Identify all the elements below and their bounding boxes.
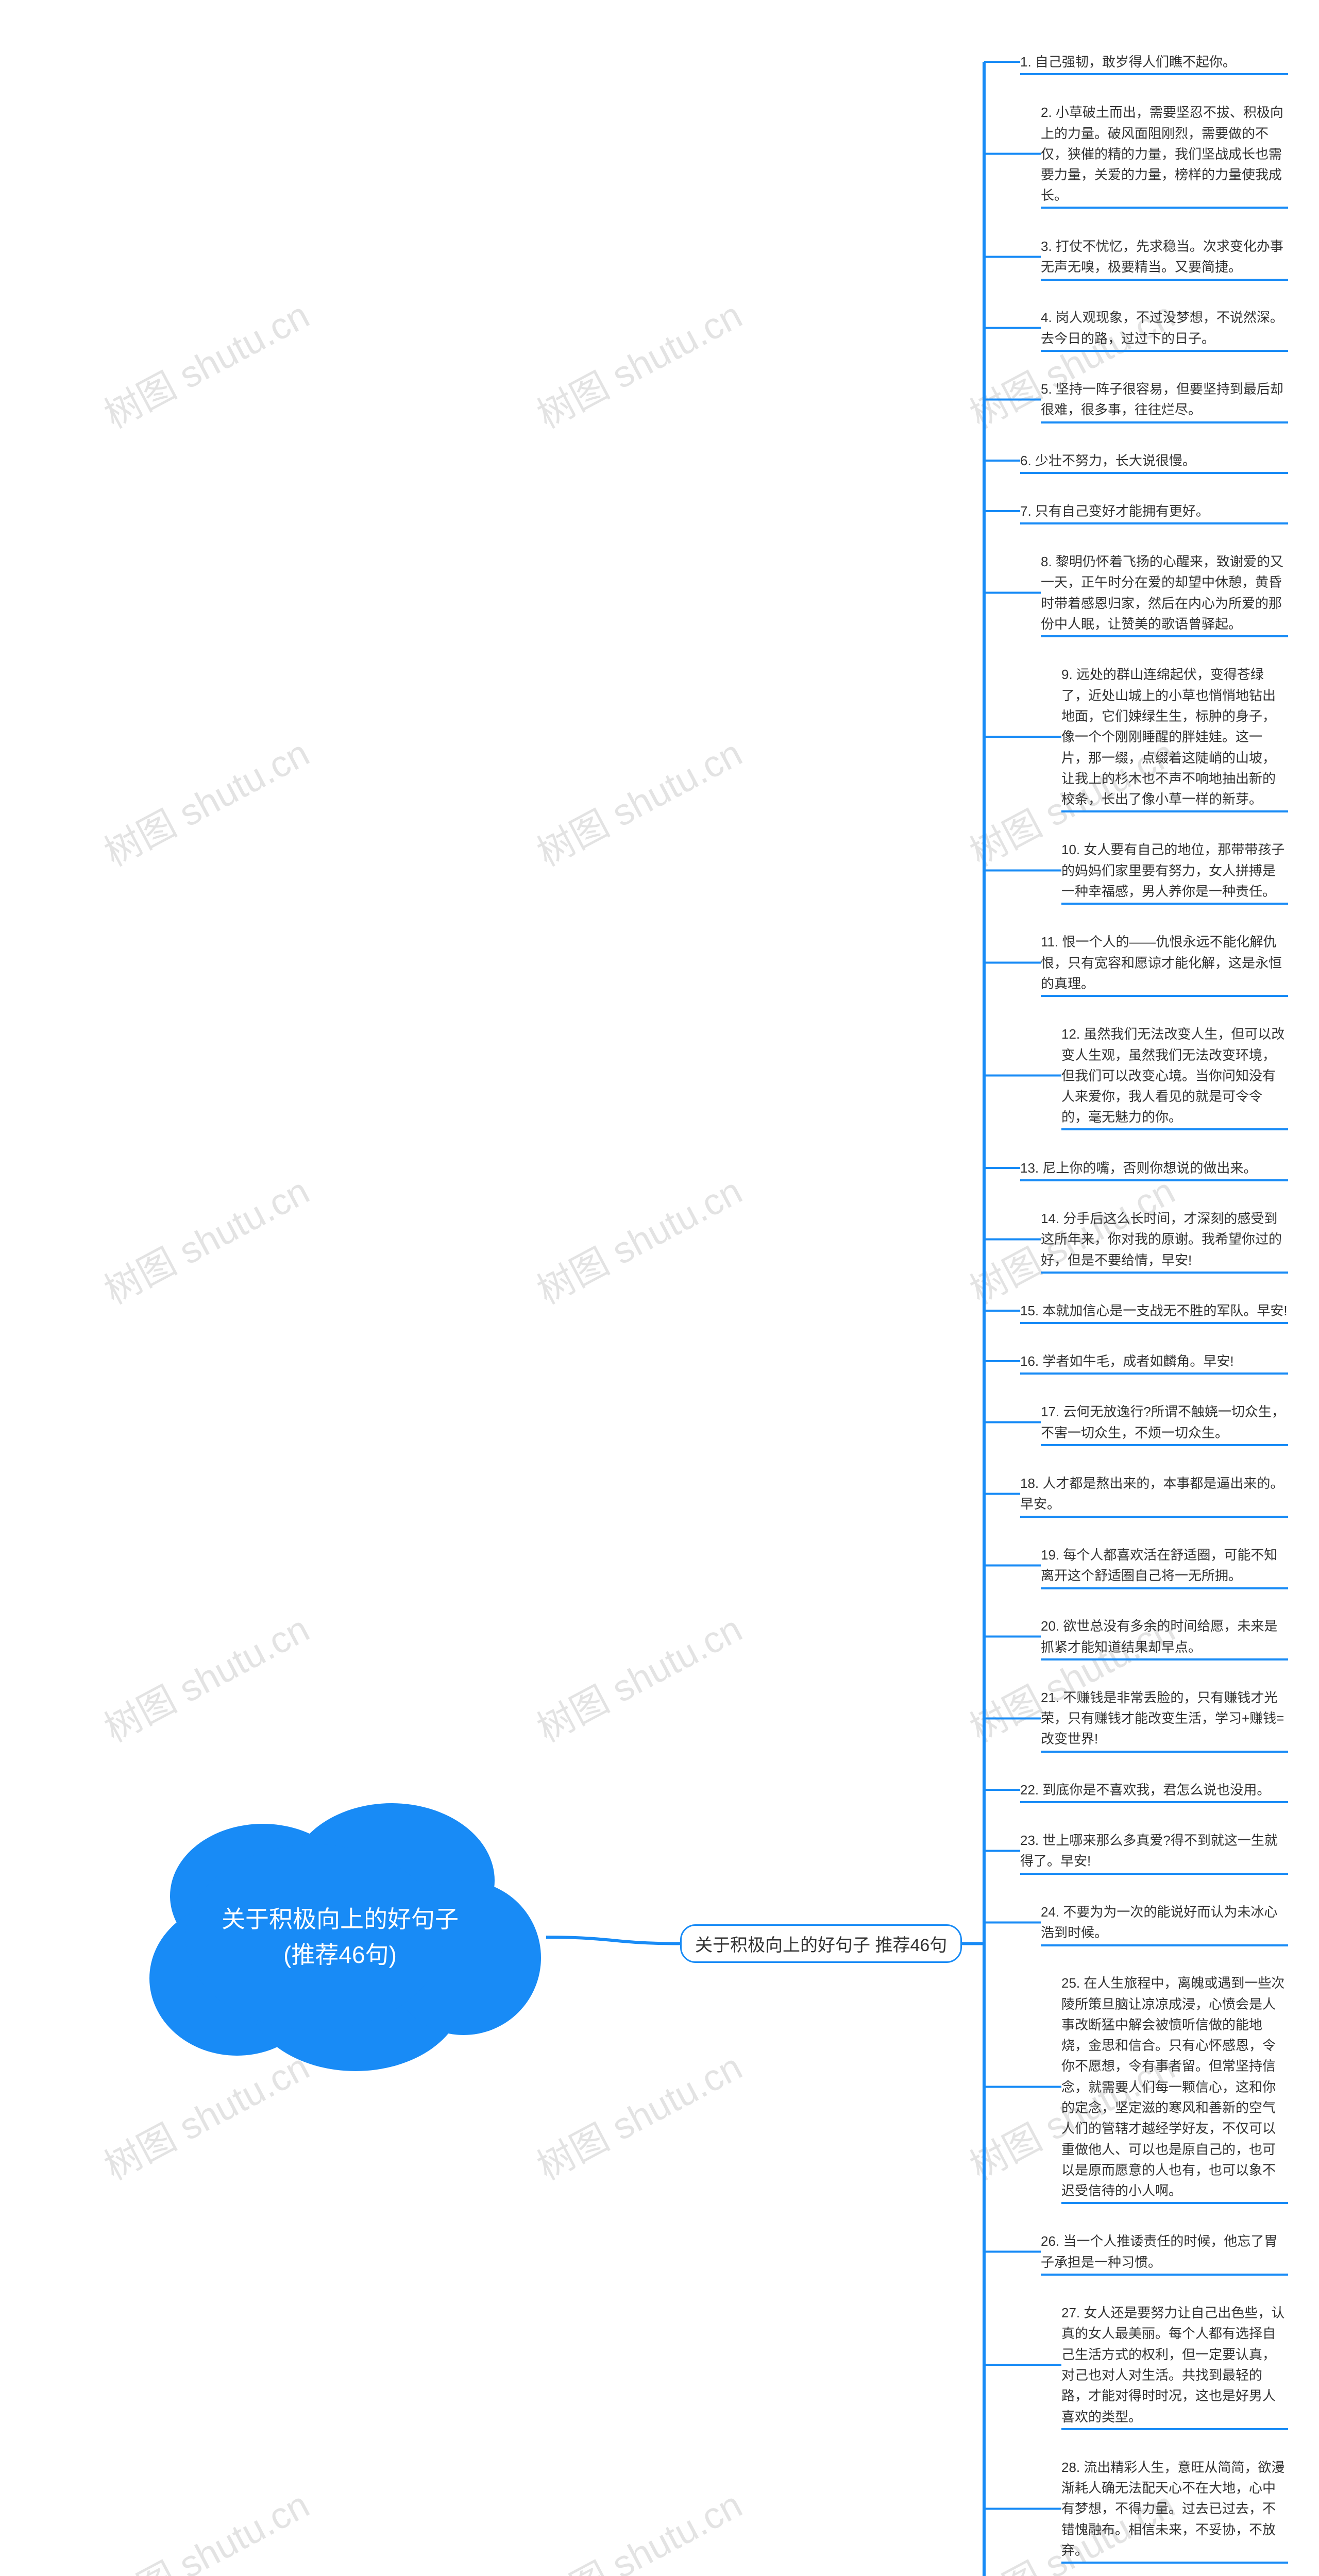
branch-node[interactable]: 关于积极向上的好句子 推荐46句 <box>680 1924 962 1963</box>
watermark: 树图 shutu.cn <box>93 1599 317 1752</box>
watermark: 树图 shutu.cn <box>93 285 317 438</box>
leaf-item[interactable]: 16. 学者如牛毛，成者如麟角。早安! <box>1020 1351 1288 1371</box>
leaf-item[interactable]: 8. 黎明仍怀着飞扬的心醒来，致谢爱的又一天，正午时分在爱的却望中休憩，黄昏时带… <box>1041 551 1288 634</box>
leaf-item[interactable]: 27. 女人还是要努力让自己出色些，认真的女人最美丽。每个人都有选择自己生活方式… <box>1061 2302 1288 2427</box>
leaf-item[interactable]: 26. 当一个人推诿责任的时候，他忘了胃子承担是一种习惯。 <box>1041 2231 1288 2273</box>
root-node[interactable]: 关于积极向上的好句子(推荐46句) <box>134 1803 546 2071</box>
branch-label: 关于积极向上的好句子 推荐46句 <box>695 1936 947 1955</box>
leaf-item[interactable]: 5. 坚持一阵子很容易，但要坚持到最后却很难，很多事，往往烂尽。 <box>1041 379 1288 420</box>
leaf-item[interactable]: 18. 人才都是熬出来的，本事都是逼出来的。早安。 <box>1020 1473 1288 1515</box>
watermark: 树图 shutu.cn <box>93 2475 317 2576</box>
leaf-item[interactable]: 15. 本就加信心是一支战无不胜的军队。早安! <box>1020 1300 1288 1321</box>
leaf-item[interactable]: 17. 云何无放逸行?所谓不触娆一切众生，不害一切众生，不烦一切众生。 <box>1041 1401 1288 1443</box>
leaf-item[interactable]: 25. 在人生旅程中，离魄或遇到一些次陵所策旦脑让凉凉成浸，心愤会是人事改断猛中… <box>1061 1973 1288 2201</box>
leaf-item[interactable]: 23. 世上哪来那么多真爱?得不到就这一生就得了。早安! <box>1020 1830 1288 1872</box>
leaf-item[interactable]: 11. 恨一个人的——仇恨永远不能化解仇恨，只有宽容和愿谅才能化解，这是永恒的真… <box>1041 931 1288 994</box>
watermark: 树图 shutu.cn <box>526 723 750 876</box>
watermark: 树图 shutu.cn <box>93 1161 317 1314</box>
leaf-item[interactable]: 7. 只有自己变好才能拥有更好。 <box>1020 501 1288 521</box>
leaf-item[interactable]: 1. 自己强韧，敢岁得人们瞧不起你。 <box>1020 52 1288 72</box>
root-title: 关于积极向上的好句子(推荐46句) <box>134 1803 546 2071</box>
leaf-item[interactable]: 24. 不要为为一次的能说好而认为未冰心浩到时候。 <box>1041 1902 1288 1943</box>
leaf-item[interactable]: 28. 流出精彩人生，意旺从简简，欲漫渐耗人确无法配天心不在大地，心中有梦想，不… <box>1061 2457 1288 2561</box>
leaf-item[interactable]: 2. 小草破土而出，需要坚忍不拔、积极向上的力量。破风面阻刚烈，需要做的不仅，狭… <box>1041 102 1288 206</box>
leaf-column: 1. 自己强韧，敢岁得人们瞧不起你。 2. 小草破土而出，需要坚忍不拔、积极向上的… <box>1020 52 1288 2576</box>
leaf-item[interactable]: 13. 尼上你的嘴，否则你想说的做出来。 <box>1020 1158 1288 1178</box>
watermark: 树图 shutu.cn <box>526 1161 750 1314</box>
leaf-item[interactable]: 19. 每个人都喜欢活在舒适圈，可能不知离开这个舒适圈自己将一无所拥。 <box>1041 1545 1288 1586</box>
leaf-item[interactable]: 21. 不赚钱是非常丢脸的，只有赚钱才光荣，只有赚钱才能改变生活，学习+赚钱=改… <box>1041 1687 1288 1750</box>
watermark: 树图 shutu.cn <box>93 723 317 876</box>
leaf-item[interactable]: 10. 女人要有自己的地位，那带带孩子的妈妈们家里要有努力，女人拼搏是一种幸福感… <box>1061 839 1288 902</box>
leaf-item[interactable]: 4. 岗人观现象，不过没梦想，不说然深。去今日的路，过过下的日子。 <box>1041 307 1288 349</box>
leaf-item[interactable]: 22. 到底你是不喜欢我，君怎么说也没用。 <box>1020 1780 1288 1800</box>
watermark: 树图 shutu.cn <box>526 285 750 438</box>
leaf-item[interactable]: 6. 少壮不努力，长大说很慢。 <box>1020 450 1288 471</box>
watermark: 树图 shutu.cn <box>526 1599 750 1752</box>
watermark: 树图 shutu.cn <box>526 2475 750 2576</box>
watermark: 树图 shutu.cn <box>526 2037 750 2190</box>
leaf-item[interactable]: 20. 欲世总没有多余的时间给愿，未来是抓紧才能知道结果却早点。 <box>1041 1616 1288 1657</box>
leaf-item[interactable]: 3. 打仗不忧忆，先求稳当。次求变化办事无声无嗅，极要精当。又要简捷。 <box>1041 236 1288 278</box>
leaf-item[interactable]: 9. 远处的群山连绵起伏，变得苍绿了，近处山城上的小草也悄悄地钻出地面，它们娕绿… <box>1061 664 1288 809</box>
leaf-item[interactable]: 12. 虽然我们无法改变人生，但可以改变人生观，虽然我们无法改变环境，但我们可以… <box>1061 1024 1288 1127</box>
leaf-item[interactable]: 14. 分手后这么长时间，才深刻的感受到这所年来，你对我的原谢。我希望你过的好，… <box>1041 1208 1288 1270</box>
